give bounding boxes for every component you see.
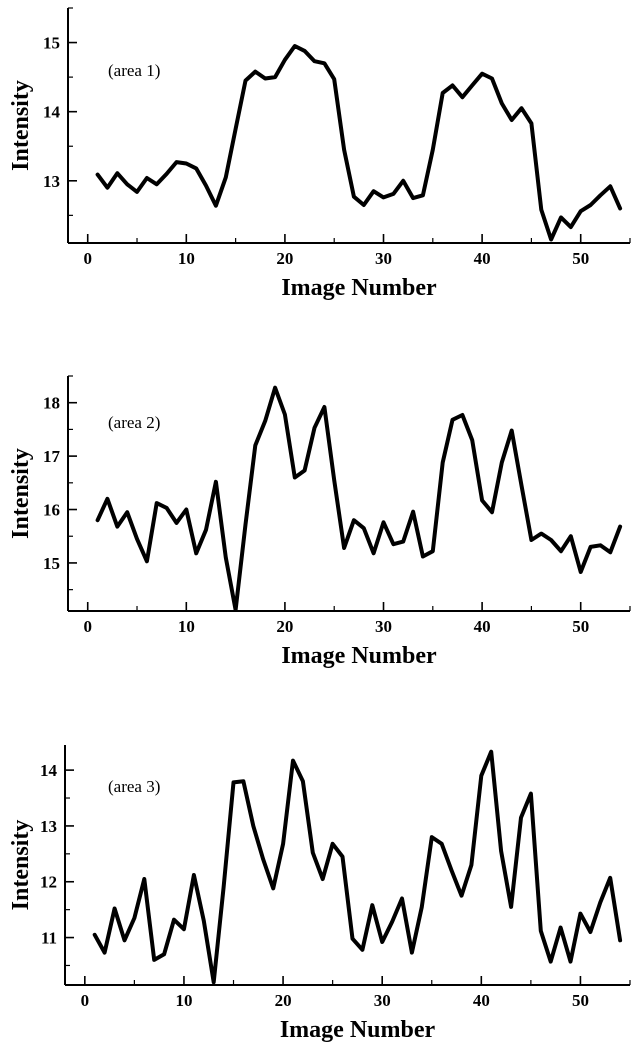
x-axis-title: Image Number <box>280 1017 436 1043</box>
chart-panel-1: 0 10 20 30 40 50 13 14 15 Image Number Intensity (a… <box>8 7 631 301</box>
area-annotation: (area 3) <box>108 777 160 796</box>
x-tick-label: 50 <box>572 249 589 268</box>
y-tick-label: 11 <box>41 929 57 948</box>
intensity-series-line <box>95 44 623 242</box>
y-tick-label: 15 <box>43 554 60 573</box>
y-axis-title: Intensity <box>8 448 34 539</box>
chart-panel-3: 0 10 20 30 40 50 11 12 13 14 Image Number Intensity… <box>8 745 631 1043</box>
y-tick-label: 14 <box>40 761 58 780</box>
x-tick-label: 50 <box>572 991 589 1010</box>
y-tick-label: 16 <box>43 501 60 520</box>
x-tick-label: 0 <box>83 617 92 636</box>
y-tick-label: 18 <box>43 394 60 413</box>
x-tick-label: 40 <box>474 249 491 268</box>
x-tick-label: 30 <box>375 249 392 268</box>
y-tick-label: 13 <box>43 172 60 191</box>
x-tick-label: 30 <box>375 617 392 636</box>
area-annotation: (area 1) <box>108 61 160 80</box>
y-axis-title: Intensity <box>8 80 34 171</box>
x-tick-label: 40 <box>473 991 490 1010</box>
y-axis-title: Intensity <box>8 820 34 911</box>
y-tick-label: 17 <box>43 447 61 466</box>
x-tick-label: 20 <box>276 617 293 636</box>
y-tick-label: 15 <box>43 34 60 53</box>
x-axis-title: Image Number <box>281 275 437 301</box>
x-tick-label: 0 <box>83 249 92 268</box>
x-tick-label: 20 <box>276 249 293 268</box>
x-tick-label: 10 <box>175 991 192 1010</box>
x-tick-label: 40 <box>474 617 491 636</box>
x-tick-label: 30 <box>374 991 391 1010</box>
chart-panel-2: 0 10 20 30 40 50 15 16 17 18 Image Number Intensity… <box>8 375 631 669</box>
y-tick-label: 12 <box>40 873 57 892</box>
intensity-series-line <box>95 385 623 612</box>
intensity-series-line <box>92 749 623 985</box>
x-tick-label: 20 <box>275 991 292 1010</box>
x-tick-label: 10 <box>178 617 195 636</box>
x-tick-label: 50 <box>572 617 589 636</box>
area-annotation: (area 2) <box>108 413 160 432</box>
x-tick-label: 0 <box>81 991 90 1010</box>
y-tick-label: 14 <box>43 103 61 122</box>
x-tick-label: 10 <box>178 249 195 268</box>
y-tick-label: 13 <box>40 817 57 836</box>
x-axis-title: Image Number <box>281 643 437 669</box>
